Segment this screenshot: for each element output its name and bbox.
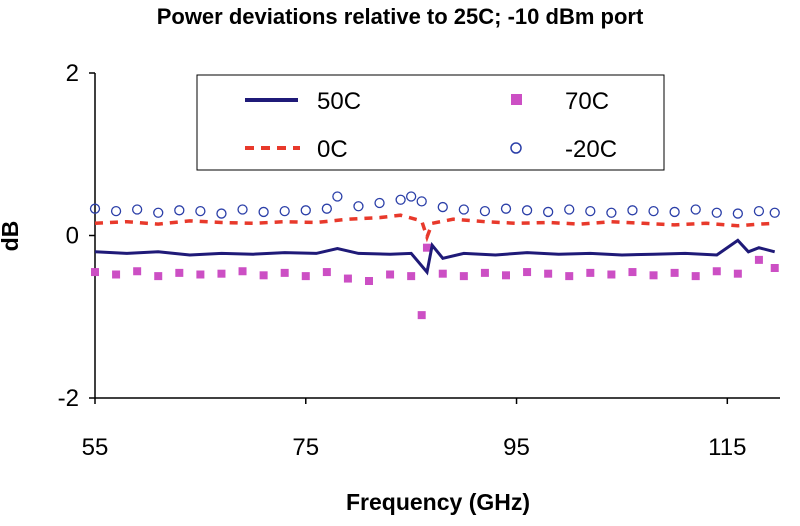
x-tick-label: 95 — [503, 434, 530, 461]
data-point-minus20c — [237, 204, 248, 215]
data-point-70c — [438, 269, 447, 278]
data-point-minus20c — [195, 205, 206, 217]
series-0c — [94, 213, 775, 243]
legend-swatch-70c — [511, 94, 522, 105]
data-point-70c — [238, 267, 247, 276]
data-point-minus20c — [374, 197, 385, 209]
y-axis-ticks: 2 0 -2 — [58, 60, 95, 412]
data-point-70c — [733, 269, 742, 278]
data-point-minus20c — [458, 204, 469, 215]
data-point-minus20c — [648, 205, 659, 217]
data-point-minus20c — [258, 206, 269, 218]
data-point-70c — [91, 268, 99, 277]
series-50c — [94, 238, 776, 276]
data-point-70c — [586, 268, 595, 277]
data-point-minus20c — [479, 205, 491, 217]
data-point-minus20c — [690, 204, 701, 215]
data-point-70c — [417, 311, 426, 320]
data-point-70c — [133, 267, 142, 276]
data-point-70c — [770, 264, 779, 272]
data-point-minus20c — [500, 203, 512, 214]
data-point-minus20c — [416, 196, 427, 207]
data-point-minus20c — [353, 201, 364, 212]
legend-label-minus20c: -20C — [565, 136, 617, 163]
data-point-70c — [628, 268, 637, 277]
data-point-70c — [386, 270, 395, 279]
legend: 50C 70C 0C -20C — [196, 74, 665, 171]
data-point-minus20c — [753, 205, 765, 217]
data-point-minus20c — [132, 204, 143, 215]
data-point-minus20c — [406, 191, 417, 202]
x-tick-label: 75 — [292, 434, 319, 461]
y-tick-label: -2 — [58, 385, 79, 412]
data-point-minus20c — [732, 208, 743, 219]
data-point-70c — [502, 271, 510, 280]
y-tick-label: 0 — [66, 223, 79, 250]
data-point-70c — [422, 243, 431, 252]
data-point-minus20c — [395, 194, 406, 205]
legend-label-70c: 70C — [565, 88, 609, 115]
data-point-70c — [259, 271, 268, 280]
data-point-minus20c — [174, 205, 185, 216]
data-point-70c — [112, 270, 121, 279]
series-line-50c — [94, 238, 776, 276]
data-point-minus20c — [711, 207, 722, 218]
legend-box — [196, 74, 665, 171]
data-point-minus20c — [321, 203, 332, 214]
data-point-70c — [565, 272, 574, 281]
data-point-70c — [670, 268, 679, 277]
data-point-70c — [649, 271, 658, 280]
data-point-70c — [154, 272, 163, 281]
data-point-70c — [343, 274, 352, 283]
legend-swatch-minus20c — [510, 142, 522, 154]
data-point-70c — [196, 270, 205, 279]
x-tick-label: 115 — [708, 434, 746, 461]
x-axis-title: Frequency (GHz) — [346, 489, 530, 515]
data-point-minus20c — [543, 206, 554, 218]
data-point-70c — [280, 268, 289, 277]
data-point-70c — [301, 272, 310, 281]
data-point-70c — [365, 277, 373, 285]
data-point-minus20c — [279, 205, 290, 217]
data-point-minus20c — [216, 208, 227, 219]
data-point-minus20c — [110, 205, 122, 217]
series-minus20c — [89, 191, 780, 219]
data-point-70c — [523, 268, 532, 277]
chart-title: Power deviations relative to 25C; -10 dB… — [157, 4, 644, 29]
y-tick-label: 2 — [66, 60, 79, 87]
data-point-minus20c — [669, 206, 680, 218]
data-point-70c — [712, 267, 721, 276]
legend-label-0c: 0C — [317, 136, 348, 163]
data-point-minus20c — [153, 207, 164, 218]
data-point-70c — [691, 272, 700, 281]
data-point-70c — [544, 269, 553, 278]
data-point-70c — [459, 272, 468, 281]
data-point-minus20c — [332, 191, 343, 202]
series-layer — [89, 191, 780, 320]
data-point-minus20c — [437, 201, 448, 213]
data-point-70c — [322, 268, 331, 277]
data-point-minus20c — [585, 205, 596, 217]
series-70c — [91, 243, 779, 320]
data-point-70c — [480, 268, 489, 277]
data-point-70c — [754, 255, 763, 264]
data-point-minus20c — [300, 205, 311, 216]
data-point-70c — [407, 272, 416, 281]
data-point-70c — [607, 270, 616, 279]
data-point-minus20c — [564, 204, 575, 215]
series-line-0c — [94, 213, 775, 243]
legend-label-50c: 50C — [317, 88, 361, 115]
x-tick-label: 55 — [82, 434, 109, 461]
data-point-minus20c — [606, 207, 617, 218]
data-point-70c — [175, 268, 184, 277]
data-point-minus20c — [627, 205, 638, 216]
data-point-minus20c — [769, 207, 780, 218]
y-axis-title: dB — [0, 221, 23, 252]
x-axis-ticks: 55 75 95 115 — [82, 398, 746, 461]
data-point-70c — [217, 269, 226, 278]
data-point-minus20c — [521, 205, 533, 216]
data-point-minus20c — [89, 203, 101, 214]
